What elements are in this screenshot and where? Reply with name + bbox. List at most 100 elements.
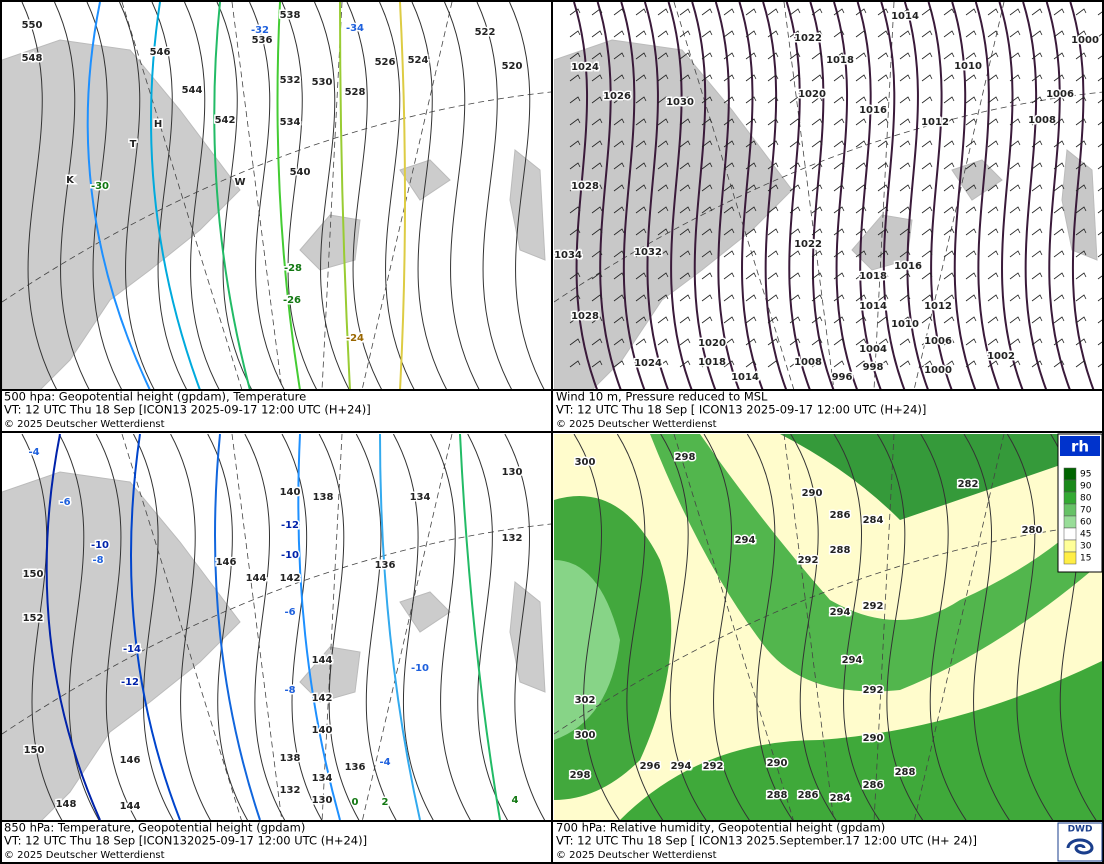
wind-barb xyxy=(965,52,977,60)
wind-barb xyxy=(635,338,647,346)
wind-barb xyxy=(723,8,735,16)
wind-barb xyxy=(591,30,603,38)
contour xyxy=(151,2,188,390)
contour-label: 1014 xyxy=(859,301,887,312)
wind-barb xyxy=(1053,184,1065,192)
wind-barb xyxy=(811,52,823,60)
contour-label: -6 xyxy=(284,607,295,618)
caption-valid-time: VT: 12 UTC Thu 18 Sep [ ICON13 2025.Sept… xyxy=(556,834,977,848)
wind-barb xyxy=(833,74,845,82)
wind-barb xyxy=(591,74,603,82)
wind-barb xyxy=(701,250,713,258)
wind-barb xyxy=(789,30,801,38)
contour-label: 1024 xyxy=(634,358,662,369)
wind-barb xyxy=(1075,74,1087,82)
wind-barb xyxy=(1097,231,1102,236)
wind-barb xyxy=(679,206,691,214)
wind-barb xyxy=(679,184,691,192)
contour-label: 296 xyxy=(640,761,661,772)
copyright: © 2025 Deutscher Wetterdienst xyxy=(4,419,165,430)
wind-barb xyxy=(1053,206,1065,214)
contour xyxy=(119,2,156,390)
map-panel: 550 548 546 544 542 540 538 536 534 532 530 528 526 5… xyxy=(2,2,551,390)
wind-barb xyxy=(833,316,845,324)
contour xyxy=(920,434,967,820)
contour-label: -30 xyxy=(91,181,109,192)
contour xyxy=(54,2,91,390)
wind-barb xyxy=(569,338,581,346)
contour-label: 286 xyxy=(863,780,884,791)
copyright: © 2025 Deutscher Wetterdienst xyxy=(556,419,717,430)
wind-barb xyxy=(1009,30,1021,38)
wind-barb xyxy=(965,294,977,302)
contour xyxy=(21,434,63,820)
wind-barb xyxy=(723,118,735,126)
rh-area xyxy=(650,434,1102,692)
contour xyxy=(620,2,646,390)
wind-barb xyxy=(657,8,669,16)
graticule xyxy=(554,523,1102,735)
wind-barb xyxy=(701,316,713,324)
graticule xyxy=(783,2,835,390)
wind-barb xyxy=(1075,316,1087,324)
wind-barb xyxy=(569,316,581,324)
wind-barb xyxy=(855,118,867,126)
wind-barb xyxy=(745,294,757,302)
wind-barb xyxy=(899,250,911,258)
wind-barb xyxy=(1031,52,1043,60)
wind-barb xyxy=(811,294,823,302)
wind-barb xyxy=(855,74,867,82)
wind-barb xyxy=(657,272,669,280)
wind-barb xyxy=(745,96,757,104)
contour xyxy=(762,2,788,390)
wind-barb xyxy=(1031,30,1043,38)
graticule xyxy=(673,2,795,390)
contour-label: 286 xyxy=(830,510,851,521)
wind-barb xyxy=(701,30,713,38)
contour xyxy=(880,2,906,390)
contour xyxy=(132,434,174,820)
wind-barb xyxy=(833,96,845,104)
wind-barb xyxy=(723,338,735,346)
wind-barb xyxy=(569,228,581,236)
wind-barb xyxy=(767,74,779,82)
legend-title: rh xyxy=(1071,438,1089,456)
contour xyxy=(1006,434,1054,820)
wind-barb xyxy=(635,162,647,170)
contour-label: 546 xyxy=(150,47,171,58)
wind-barb xyxy=(591,118,603,126)
wind-barb xyxy=(635,272,647,280)
contour-label: 292 xyxy=(798,555,819,566)
wind-barb xyxy=(987,250,999,258)
contour-label: 1002 xyxy=(987,351,1015,362)
wind-barb xyxy=(657,206,669,214)
contour-label: 1012 xyxy=(924,301,952,312)
contour-label: 142 xyxy=(312,693,333,704)
contour-label: 140 xyxy=(280,487,301,498)
wind-barb xyxy=(877,52,889,60)
contour-label: 996 xyxy=(832,372,853,383)
wind-barb xyxy=(899,118,911,126)
contour xyxy=(346,2,383,390)
contour-label: 1006 xyxy=(924,336,952,347)
contour xyxy=(616,434,664,820)
contour xyxy=(184,2,221,390)
wind-barb xyxy=(943,8,955,16)
contour-label: -24 xyxy=(346,333,364,344)
graticule xyxy=(231,434,283,820)
wind-barb xyxy=(657,52,669,60)
wind-barb xyxy=(591,96,603,104)
wind-barb xyxy=(701,74,713,82)
caption-title: 500 hpa: Geopotential height (gpdam), Te… xyxy=(4,390,306,404)
contour-label: 136 xyxy=(375,560,396,571)
wind-barb xyxy=(613,74,625,82)
contour-label: 288 xyxy=(767,790,788,801)
wind-barb xyxy=(591,338,603,346)
contour-label: 1014 xyxy=(891,11,919,22)
wind-barb xyxy=(767,8,779,16)
contour-label: 544 xyxy=(182,85,203,96)
wind-barb xyxy=(679,294,691,302)
wind-barb xyxy=(789,162,801,170)
contour-label: 1010 xyxy=(954,61,982,72)
